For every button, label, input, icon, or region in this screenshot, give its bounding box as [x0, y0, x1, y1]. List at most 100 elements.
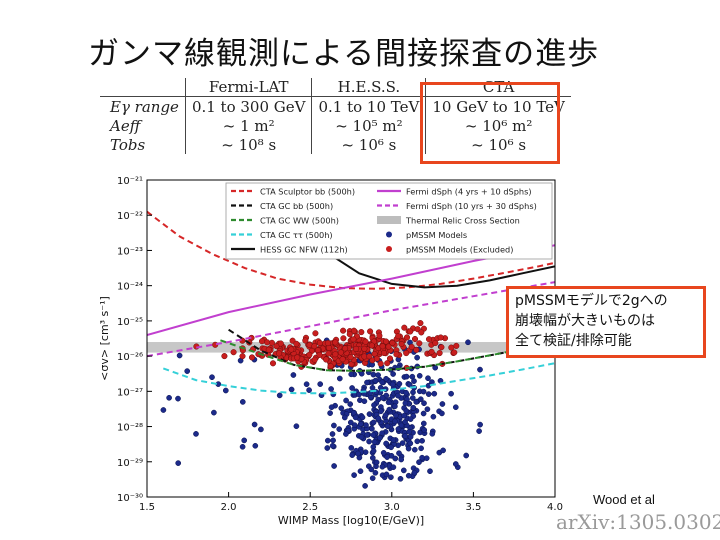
pmssm-point — [420, 410, 427, 417]
pmssm-point — [440, 447, 446, 454]
pmssm-excluded-point — [385, 343, 392, 350]
pmssm-point — [351, 472, 357, 478]
pmssm-point — [411, 446, 418, 453]
pmssm-point — [432, 364, 439, 371]
pmssm-point — [424, 406, 431, 413]
pmssm-excluded-point — [350, 336, 357, 343]
annotation-line: pMSSMモデルで2gへの — [515, 293, 668, 309]
pmssm-point — [351, 422, 358, 428]
pmssm-point — [184, 368, 191, 374]
pmssm-point — [175, 460, 182, 466]
pmssm-point — [390, 464, 397, 471]
pmssm-point — [369, 455, 376, 461]
pmssm-excluded-point — [306, 351, 313, 358]
pmssm-excluded-point — [239, 353, 246, 360]
legend-label: HESS GC NFW (112h) — [260, 245, 348, 255]
pmssm-point — [176, 352, 183, 359]
legend-label: Fermi dSph (10 yrs + 30 dSphs) — [406, 201, 537, 211]
pmssm-point — [398, 456, 405, 463]
pmssm-point — [370, 448, 377, 454]
pmssm-point — [324, 445, 331, 451]
pmssm-point — [364, 432, 371, 438]
pmssm-point — [324, 437, 331, 444]
pmssm-point — [336, 426, 343, 432]
pmssm-point — [383, 375, 389, 382]
pmssm-point — [402, 400, 409, 407]
pmssm-point — [429, 430, 436, 437]
pmssm-excluded-point — [324, 340, 331, 347]
table-row: Eγ range 0.1 to 300 GeV 0.1 to 10 TeV 10… — [100, 96, 571, 116]
pmssm-point — [369, 425, 375, 432]
pmssm-excluded-point — [339, 356, 346, 363]
pmssm-point — [276, 392, 283, 399]
pmssm-point — [252, 442, 259, 449]
pmssm-point — [389, 381, 396, 388]
legend-label: CTA GC WW (500h) — [260, 216, 339, 226]
legend-label: pMSSM Models (Excluded) — [406, 245, 513, 255]
x-tick-label: 2.0 — [221, 502, 237, 513]
y-tick-label: 10⁻²⁷ — [117, 387, 143, 398]
pmssm-point — [361, 398, 368, 405]
pmssm-excluded-point — [332, 351, 339, 358]
pmssm-point — [403, 389, 409, 396]
pmssm-point — [406, 381, 413, 388]
pmssm-point — [419, 437, 425, 444]
pmssm-excluded-point — [248, 354, 256, 361]
pmssm-point — [465, 339, 471, 346]
pmssm-point — [356, 391, 362, 398]
y-tick-label: 10⁻²⁸ — [117, 423, 143, 434]
pmssm-point — [417, 396, 424, 403]
pmssm-point — [330, 437, 336, 444]
slide-title: ガンマ線観測による間接探査の進歩 — [88, 36, 600, 72]
legend-label: Thermal Relic Cross Section — [405, 216, 520, 226]
cta-highlight-box — [420, 82, 560, 164]
pmssm-point — [368, 466, 375, 473]
pmssm-point — [420, 420, 427, 427]
pmssm-point — [251, 421, 258, 428]
table-cell: 10 GeV to 10 TeV — [432, 97, 565, 116]
legend-label: CTA Sculptor bb (500h) — [260, 187, 355, 197]
pmssm-excluded-point — [407, 328, 414, 335]
y-tick-label: 10⁻²⁵ — [117, 317, 143, 328]
pmssm-excluded-point — [293, 340, 300, 347]
pmssm-point — [384, 454, 390, 460]
pmssm-point — [411, 378, 417, 384]
table-row: Tobs ~ 10⁸ s ~ 10⁶ s ~ 10⁶ s — [100, 135, 571, 154]
table-row-label: Tobs — [100, 135, 186, 154]
pmssm-point — [383, 471, 390, 478]
pmssm-excluded-point — [288, 346, 295, 353]
pmssm-excluded-point — [416, 340, 423, 347]
pmssm-excluded-point — [269, 360, 277, 367]
pmssm-point — [452, 461, 459, 467]
pmssm-excluded-point — [393, 351, 400, 358]
pmssm-excluded-point — [265, 346, 272, 353]
pmssm-point — [317, 381, 324, 387]
pmssm-point — [327, 410, 333, 416]
pmssm-excluded-point — [398, 340, 405, 348]
pmssm-point — [407, 433, 414, 440]
y-tick-label: 10⁻²⁴ — [117, 282, 143, 293]
table-cell: 0.1 to 10 TeV — [311, 96, 427, 116]
pmssm-excluded-point — [376, 332, 383, 339]
legend-label: Fermi dSph (4 yrs + 10 dSphs) — [406, 187, 532, 197]
comparison-table: Fermi-LAT H.E.S.S. CTA Eγ range 0.1 to 3… — [100, 78, 571, 154]
pmssm-excluded-point — [428, 348, 435, 355]
pmssm-excluded-point — [276, 350, 283, 357]
pmssm-point — [411, 469, 418, 476]
pmssm-point — [370, 419, 377, 426]
pmssm-point — [377, 408, 384, 415]
pmssm-point — [239, 399, 246, 405]
pmssm-excluded-point — [453, 342, 460, 349]
pmssm-point — [347, 401, 354, 407]
pmssm-point — [439, 401, 446, 407]
table-header-empty — [100, 78, 186, 97]
pmssm-point — [396, 380, 403, 387]
pmssm-excluded-point — [327, 362, 334, 370]
pmssm-point — [427, 468, 433, 475]
pmssm-excluded-point — [368, 342, 375, 349]
pmssm-point — [414, 354, 420, 361]
pmssm-point — [385, 399, 392, 406]
pmssm-point — [362, 483, 368, 489]
pmssm-point — [405, 445, 412, 452]
pmssm-point — [349, 452, 356, 458]
